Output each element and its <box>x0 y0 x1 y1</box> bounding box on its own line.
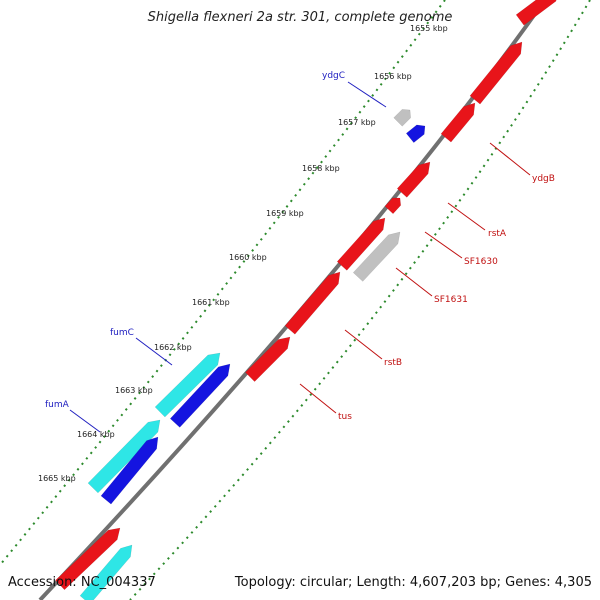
gene-arrow <box>154 352 221 418</box>
label-leader-line <box>489 142 531 176</box>
label-leader-line <box>424 231 463 259</box>
gene-label-fuma: fumA <box>45 400 70 410</box>
tick-label: 1660 kbp <box>229 253 267 262</box>
gene-label-tus: tus <box>338 412 352 422</box>
tick-label: 1665 kbp <box>38 474 76 483</box>
tick-label: 1658 kbp <box>302 164 340 173</box>
label-leader-line <box>447 202 486 231</box>
gene-arrow <box>352 231 401 282</box>
tick-labels: 1655 kbp 1656 kbp 1657 kbp 1658 kbp 1659 kbp… <box>38 24 448 483</box>
gene-arrow <box>393 109 411 127</box>
gene-label-ydgb: ydgB <box>532 174 555 184</box>
map-title: Shigella flexneri 2a str. 301, complete … <box>147 10 453 25</box>
tick-label: 1657 kbp <box>338 118 376 127</box>
tick-label: 1659 kbp <box>266 209 304 218</box>
label-leader-line <box>395 267 433 297</box>
gene-label-sf1631: SF1631 <box>434 295 468 305</box>
tick-label: 1661 kbp <box>192 298 230 307</box>
gene-labels: ydgC fumC fumA ydgB rstA SF1630 SF1631 rstB tus <box>45 71 555 433</box>
gene-label-rstb: rstB <box>384 358 402 368</box>
gene-arrow <box>396 161 431 198</box>
tick-label: 1655 kbp <box>410 24 448 33</box>
gene-arrow <box>100 436 159 505</box>
gene-arrow <box>515 0 557 26</box>
gene-arrow <box>469 41 523 105</box>
tick-label: 1662 kbp <box>154 343 192 352</box>
gene-label-fumc: fumC <box>110 328 134 338</box>
gene-arrow <box>169 363 231 428</box>
gene-label-ydgc: ydgC <box>322 71 345 81</box>
gene-arrow <box>440 102 476 143</box>
gene-arrow <box>384 197 402 215</box>
genome-backbone <box>38 0 547 600</box>
gene-arrow <box>55 527 121 591</box>
label-leader-line <box>344 329 383 360</box>
inner-tick-ring <box>129 0 591 600</box>
gene-arrow <box>284 271 341 335</box>
gene-label-rsta: rstA <box>488 229 507 239</box>
gene-arrows <box>55 0 557 600</box>
tick-label: 1663 kbp <box>115 386 153 395</box>
gene-arrow <box>336 217 386 271</box>
gene-arrow <box>405 124 426 144</box>
accession-text: Accession: NC_004337 <box>8 575 156 590</box>
label-leader-line <box>347 81 387 108</box>
gene-label-sf1630: SF1630 <box>464 257 498 267</box>
label-leader-line <box>299 383 337 414</box>
tick-label: 1664 kbp <box>77 430 115 439</box>
label-leader-line <box>135 337 173 366</box>
gene-arrow <box>79 544 133 600</box>
label-leader-line <box>69 409 101 433</box>
gene-arrow <box>245 336 291 382</box>
topology-summary: Topology: circular; Length: 4,607,203 bp… <box>234 575 592 590</box>
tick-label: 1656 kbp <box>374 72 412 81</box>
